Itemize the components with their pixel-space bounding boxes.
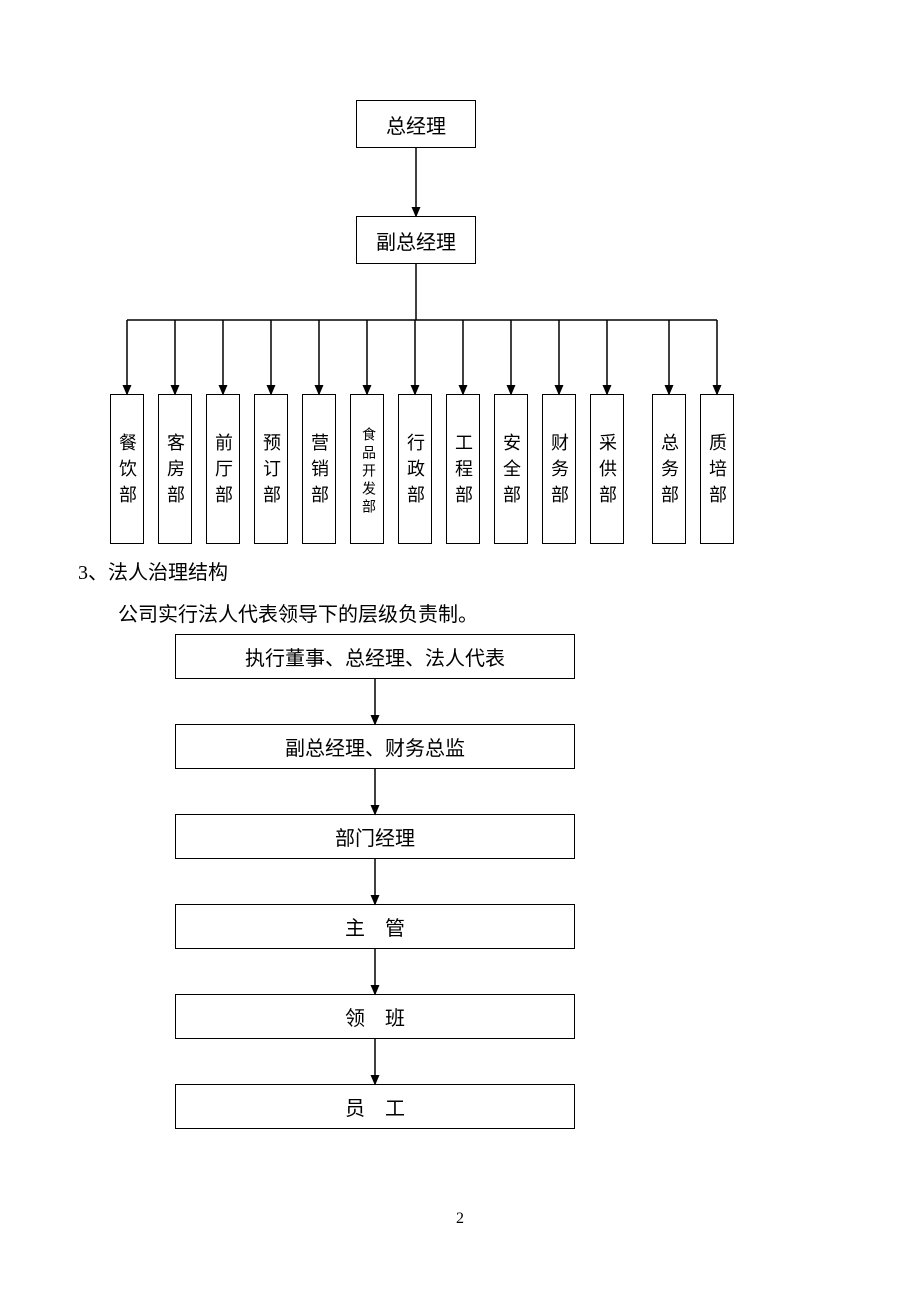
dept-label: 安全部 — [498, 433, 524, 511]
gov-level-label: 员 工 — [345, 1092, 405, 1121]
gov-level-label: 部门经理 — [335, 822, 415, 851]
gov-level-box: 员 工 — [175, 1084, 575, 1129]
dept-box: 总务部 — [652, 394, 686, 544]
dept-label: 质培部 — [704, 433, 730, 511]
dept-label: 预订部 — [258, 433, 284, 511]
page-container: 总经理 副总经理 餐饮部客房部前厅部预订部营销部 食品开发部 行政部工程部安全部财务… — [0, 0, 920, 1302]
dept-label: 行政部 — [402, 433, 428, 511]
dept-box: 食品开发部 — [350, 394, 384, 544]
gov-level-label: 执行董事、总经理、法人代表 — [245, 642, 505, 671]
gov-level-box: 主 管 — [175, 904, 575, 949]
dept-box: 工程部 — [446, 394, 480, 544]
dept-box: 餐饮部 — [110, 394, 144, 544]
dept-label: 前厅部 — [210, 433, 236, 511]
dept-box: 营销部 — [302, 394, 336, 544]
dept-box: 质培部 — [700, 394, 734, 544]
org-top-box: 总经理 — [356, 100, 476, 148]
page-number: 2 — [456, 1210, 464, 1228]
section-heading: 3、法人治理结构 — [78, 556, 228, 585]
org-mid-box: 副总经理 — [356, 216, 476, 264]
dept-box: 预订部 — [254, 394, 288, 544]
dept-box: 采供部 — [590, 394, 624, 544]
gov-level-box: 领 班 — [175, 994, 575, 1039]
dept-label: 采供部 — [594, 433, 620, 511]
dept-box: 安全部 — [494, 394, 528, 544]
gov-level-box: 副总经理、财务总监 — [175, 724, 575, 769]
gov-level-label: 主 管 — [345, 912, 405, 941]
section-title-text: 法人治理结构 — [108, 562, 228, 584]
section-number: 3、 — [78, 562, 108, 584]
dept-label: 餐饮部 — [114, 433, 140, 511]
dept-label: 财务部 — [546, 433, 572, 511]
dept-box: 前厅部 — [206, 394, 240, 544]
section-body-text: 公司实行法人代表领导下的层级负责制。 — [118, 604, 478, 626]
dept-box: 客房部 — [158, 394, 192, 544]
dept-label: 营销部 — [306, 433, 332, 511]
dept-label: 总务部 — [656, 433, 682, 511]
dept-label: 工程部 — [450, 433, 476, 511]
org-top-label: 总经理 — [386, 110, 446, 139]
dept-label: 食品开发部 — [357, 427, 377, 517]
gov-level-box: 执行董事、总经理、法人代表 — [175, 634, 575, 679]
dept-box: 财务部 — [542, 394, 576, 544]
dept-label: 客房部 — [162, 433, 188, 511]
gov-level-label: 副总经理、财务总监 — [285, 732, 465, 761]
gov-level-label: 领 班 — [345, 1002, 405, 1031]
page-number-text: 2 — [456, 1210, 464, 1227]
section-body: 公司实行法人代表领导下的层级负责制。 — [118, 598, 478, 627]
gov-level-box: 部门经理 — [175, 814, 575, 859]
org-mid-label: 副总经理 — [376, 226, 456, 255]
dept-box: 行政部 — [398, 394, 432, 544]
